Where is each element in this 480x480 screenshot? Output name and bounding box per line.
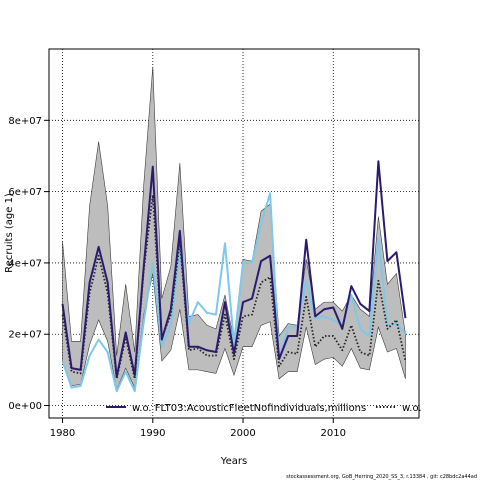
legend-label-0: w.o. FLT03:AcousticFleetNofindividuals,m…	[132, 403, 366, 414]
legend-label-1: w.o.	[402, 403, 422, 414]
x-axis-title: Years	[220, 456, 247, 467]
x-tick-label-2: 2000	[230, 428, 255, 439]
footer-note: stockassessment.org, GoB_Herring_2020_SS…	[286, 474, 477, 480]
plot-frame	[48, 48, 420, 419]
legend: w.o. FLT03:AcousticFleetNofindividuals,m…	[106, 403, 422, 414]
confidence-band-area	[62, 66, 406, 391]
y-tick-label-0: 0e+00	[8, 401, 42, 412]
x-axis-ticks: 1980 1990 2000 2010	[50, 418, 346, 439]
y-tick-label-2: 4e+07	[8, 258, 42, 269]
y-tick-label-1: 2e+07	[8, 330, 42, 341]
series-lines	[61, 160, 407, 393]
x-tick-label-1: 1990	[140, 428, 165, 439]
series-line-0	[61, 160, 407, 378]
y-axis-ticks: 0e+00 2e+07 4e+07 6e+07 8e+07	[8, 116, 49, 412]
y-tick-label-3: 6e+07	[8, 187, 42, 198]
series-line-1	[61, 194, 407, 380]
y-tick-label-4: 8e+07	[8, 116, 42, 127]
x-tick-label-3: 2010	[321, 428, 346, 439]
x-tick-label-0: 1980	[50, 428, 75, 439]
y-axis-title: Recruits (age 1)	[4, 193, 15, 273]
confidence-band	[62, 66, 406, 391]
